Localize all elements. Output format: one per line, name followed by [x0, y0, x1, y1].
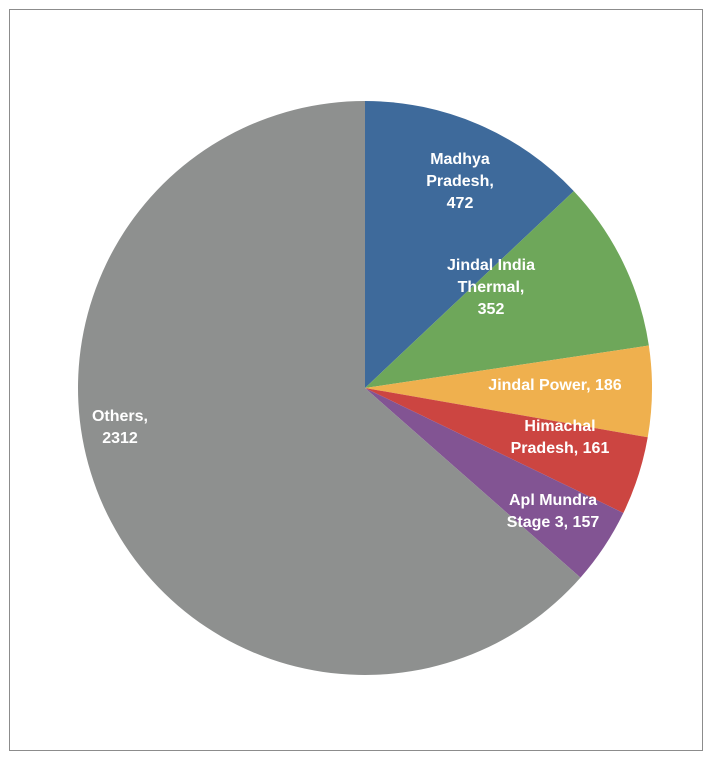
chart-area: Madhya Pradesh, 472 Jindal India Thermal, 352… [9, 9, 703, 751]
pie-slice-madhya-pradesh [365, 101, 574, 388]
slice-label: Others, 2312 [92, 408, 148, 447]
pie-slices [77, 101, 652, 675]
slice-label: Jindal Power, 186 [488, 377, 622, 394]
pie-slice-jindal-power [365, 345, 652, 438]
pie-labels: Madhya Pradesh, 472 Jindal India Thermal, 352… [92, 151, 622, 531]
pie-chart: Madhya Pradesh, 472 Jindal India Thermal, 352… [77, 101, 652, 675]
pie-slice-jindal-india-thermal [365, 191, 649, 388]
slice-label: Madhya Pradesh, 472 [426, 151, 494, 212]
pie-slice-apl-mundra-stage-3 [365, 388, 624, 578]
pie-slice-others [77, 101, 581, 675]
pie-slice-himachal-pradesh [365, 388, 648, 513]
slice-label: Jindal India Thermal, 352 [447, 257, 535, 318]
slice-label: Himachal Pradesh, 161 [511, 418, 610, 457]
slice-label: Apl Mundra Stage 3, 157 [507, 492, 600, 531]
